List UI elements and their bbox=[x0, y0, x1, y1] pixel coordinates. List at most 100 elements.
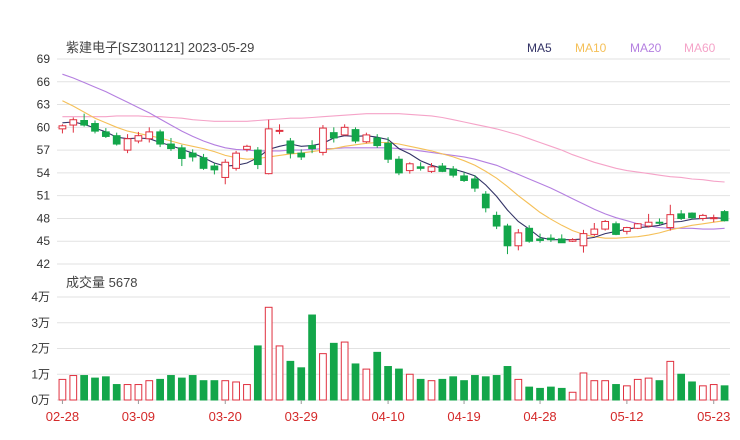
candle-body bbox=[514, 232, 523, 247]
legend-ma20: MA20 bbox=[630, 41, 662, 55]
candle-body bbox=[492, 214, 501, 227]
candle-body bbox=[525, 227, 534, 242]
volume-bar bbox=[623, 385, 631, 401]
volume-tick-label: 4万 bbox=[31, 290, 50, 304]
candle-body bbox=[253, 149, 262, 166]
price-tick-label: 57 bbox=[37, 143, 51, 157]
volume-bar bbox=[438, 378, 447, 401]
volume-bar bbox=[340, 341, 349, 401]
volume-bar bbox=[557, 387, 566, 401]
legend-ma60: MA60 bbox=[684, 41, 716, 55]
candle-body bbox=[373, 137, 382, 147]
candle-body bbox=[80, 120, 89, 126]
volume-title: 成交量 5678 bbox=[66, 275, 138, 290]
candle-body bbox=[633, 223, 642, 229]
volume-tick-label: 2万 bbox=[31, 342, 50, 356]
ma10-line bbox=[62, 100, 725, 239]
volume-bar bbox=[199, 380, 208, 401]
date-tick-label: 03-20 bbox=[209, 409, 242, 424]
volume-bar bbox=[253, 345, 262, 401]
candle-body bbox=[481, 193, 490, 209]
volume-bar bbox=[709, 384, 718, 401]
volume-bar bbox=[449, 376, 458, 401]
candle-body bbox=[177, 147, 186, 159]
volume-bar bbox=[134, 384, 143, 401]
volume-bar bbox=[264, 306, 273, 401]
volume-bar bbox=[481, 376, 490, 401]
volume-bar bbox=[156, 378, 164, 401]
candle-body bbox=[579, 233, 588, 247]
volume-tick-label: 3万 bbox=[31, 316, 50, 330]
volume-bar bbox=[579, 372, 588, 401]
candle-body bbox=[698, 214, 707, 219]
ma20-line bbox=[62, 73, 725, 230]
candle-body bbox=[623, 227, 631, 232]
price-tick-label: 66 bbox=[37, 75, 51, 89]
candle-body bbox=[199, 157, 208, 169]
candle-body bbox=[319, 127, 327, 153]
candle-body bbox=[286, 140, 295, 154]
candle-body bbox=[210, 165, 219, 171]
candle-body bbox=[438, 165, 447, 172]
volume-bar bbox=[210, 380, 219, 401]
volume-bar bbox=[514, 378, 523, 401]
volume-bar bbox=[525, 386, 534, 401]
price-tick-label: 48 bbox=[37, 211, 51, 225]
volume-bar bbox=[362, 368, 371, 401]
candle-body bbox=[329, 132, 338, 139]
date-tick-label: 03-09 bbox=[122, 409, 155, 424]
date-tick-label: 03-29 bbox=[285, 409, 318, 424]
candle-body bbox=[655, 221, 664, 224]
date-axis: 02-28 03-09 03-20 03-29 04-10 04-19 04-28 05-12… bbox=[46, 400, 730, 424]
candle-body bbox=[547, 237, 555, 241]
chart-title: 紫建电子[SZ301121] 2023-05-29 bbox=[66, 40, 254, 55]
candle-body bbox=[536, 238, 544, 241]
volume-bar bbox=[568, 391, 577, 401]
candle-body bbox=[720, 211, 729, 222]
volume-bar bbox=[427, 380, 436, 401]
volume-bar bbox=[80, 375, 89, 401]
date-tick-label: 04-10 bbox=[371, 409, 404, 424]
candle-body bbox=[503, 225, 512, 247]
price-panel: 42 45 48 51 54 57 60 63 66 69 bbox=[37, 52, 730, 271]
candle-body bbox=[221, 161, 230, 178]
ma60-line bbox=[62, 113, 725, 183]
candle-body bbox=[644, 221, 653, 227]
date-tick-label: 05-23 bbox=[697, 409, 730, 424]
volume-bar bbox=[688, 381, 696, 401]
volume-bar bbox=[698, 385, 707, 401]
price-tick-label: 45 bbox=[37, 234, 51, 248]
candle-body bbox=[264, 128, 273, 175]
candle-body bbox=[145, 131, 154, 140]
volume-bar bbox=[308, 314, 316, 401]
volume-bar bbox=[177, 377, 186, 401]
volume-bar bbox=[460, 380, 468, 401]
volume-bar bbox=[123, 384, 132, 401]
date-tick-label: 05-12 bbox=[610, 409, 643, 424]
volume-bar bbox=[91, 377, 99, 401]
volume-bar bbox=[416, 378, 425, 401]
candle-body bbox=[243, 145, 251, 150]
date-tick-label: 04-28 bbox=[523, 409, 556, 424]
candle-body bbox=[460, 175, 468, 181]
candle-body bbox=[677, 213, 686, 219]
price-tick-label: 60 bbox=[37, 120, 51, 134]
candle-body bbox=[590, 228, 599, 235]
volume-bar bbox=[666, 360, 675, 401]
volume-bar bbox=[677, 373, 686, 401]
volume-bar bbox=[405, 373, 414, 401]
volume-bar bbox=[471, 375, 479, 401]
candle-body bbox=[557, 238, 566, 244]
volume-bar bbox=[720, 385, 729, 401]
chart-legend: MA5 MA10 MA20 MA60 bbox=[527, 41, 716, 55]
volume-bar bbox=[58, 378, 67, 401]
volume-bar bbox=[69, 375, 78, 401]
volume-bar bbox=[275, 345, 284, 401]
candle-body bbox=[275, 129, 284, 132]
candle-body bbox=[384, 142, 392, 160]
candle-body bbox=[232, 152, 240, 169]
candle-body bbox=[297, 152, 306, 158]
price-tick-label: 54 bbox=[37, 166, 51, 180]
candle-body bbox=[427, 166, 436, 172]
